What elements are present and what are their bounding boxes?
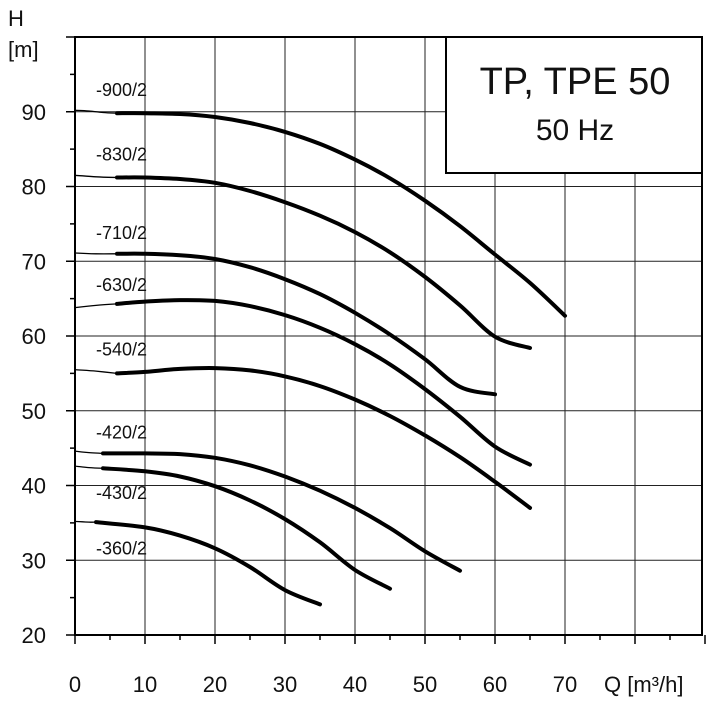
curve-label: -420/2 [96, 422, 147, 442]
curve-360-2-thick [94, 520, 322, 607]
plot-frame [74, 36, 703, 636]
curve-710-2-thick [115, 251, 497, 397]
curve-label: -540/2 [96, 339, 147, 359]
curves-group [74, 109, 567, 607]
x-tick-label: 30 [273, 672, 297, 697]
curve-430-2-thick [101, 466, 392, 591]
y-axis-title-unit: [m] [8, 37, 39, 62]
x-tick-labels: 0 10 20 30 40 50 60 70 [69, 672, 577, 697]
curve-420-2-thin [74, 450, 104, 455]
curve-420-2-thick [101, 451, 462, 573]
curve-830-2-thick [115, 175, 532, 350]
y-tick-label: 60 [22, 324, 46, 349]
x-tick-label: 40 [343, 672, 367, 697]
y-tick-label: 50 [22, 399, 46, 424]
x-axis-title: Q [m³/h] [604, 672, 683, 697]
curve-710-2-thin [74, 252, 118, 255]
y-tick-label: 90 [22, 100, 46, 125]
x-tick-label: 10 [133, 672, 157, 697]
chart-subtitle: 50 Hz [536, 114, 614, 147]
curve-630-2-thin [74, 303, 118, 309]
curve-label: -900/2 [96, 80, 147, 100]
y-tick-label: 80 [22, 175, 46, 200]
x-tick-label: 60 [483, 672, 507, 697]
curve-label: -430/2 [96, 483, 147, 503]
y-tick-labels: 20 30 40 50 60 70 80 90 [22, 100, 46, 648]
x-tick-label: 20 [203, 672, 227, 697]
chart-title: TP, TPE 50 [480, 61, 671, 103]
curve-labels-group: -900/2 -830/2 -710/2 -630/2 -540/2 -420/2 -430… [96, 80, 147, 558]
title-box-border [445, 36, 703, 174]
curve-430-2-thin [74, 465, 104, 469]
x-tick-label: 70 [553, 672, 577, 697]
y-tick-label: 70 [22, 249, 46, 274]
y-tick-label: 30 [22, 548, 46, 573]
x-tick-label: 50 [413, 672, 437, 697]
curve-label: -630/2 [96, 275, 147, 295]
curve-540-2-thick [115, 366, 532, 510]
curve-830-2-thin [74, 174, 118, 179]
curve-label: -360/2 [96, 538, 147, 558]
curve-360-2-thin [74, 520, 97, 523]
curve-540-2-thin [74, 368, 118, 375]
curve-label: -830/2 [96, 144, 147, 164]
curve-900-2-thin [74, 109, 118, 114]
curve-630-2-thick [115, 298, 532, 467]
curve-label: -710/2 [96, 223, 147, 243]
x-tick-label: 0 [69, 672, 81, 697]
title-box: TP, TPE 50 50 Hz [445, 36, 703, 174]
curve-900-2-thick [115, 111, 567, 318]
y-axis-title-symbol: H [8, 6, 24, 31]
y-tick-label: 20 [22, 623, 46, 648]
y-tick-label: 40 [22, 474, 46, 499]
